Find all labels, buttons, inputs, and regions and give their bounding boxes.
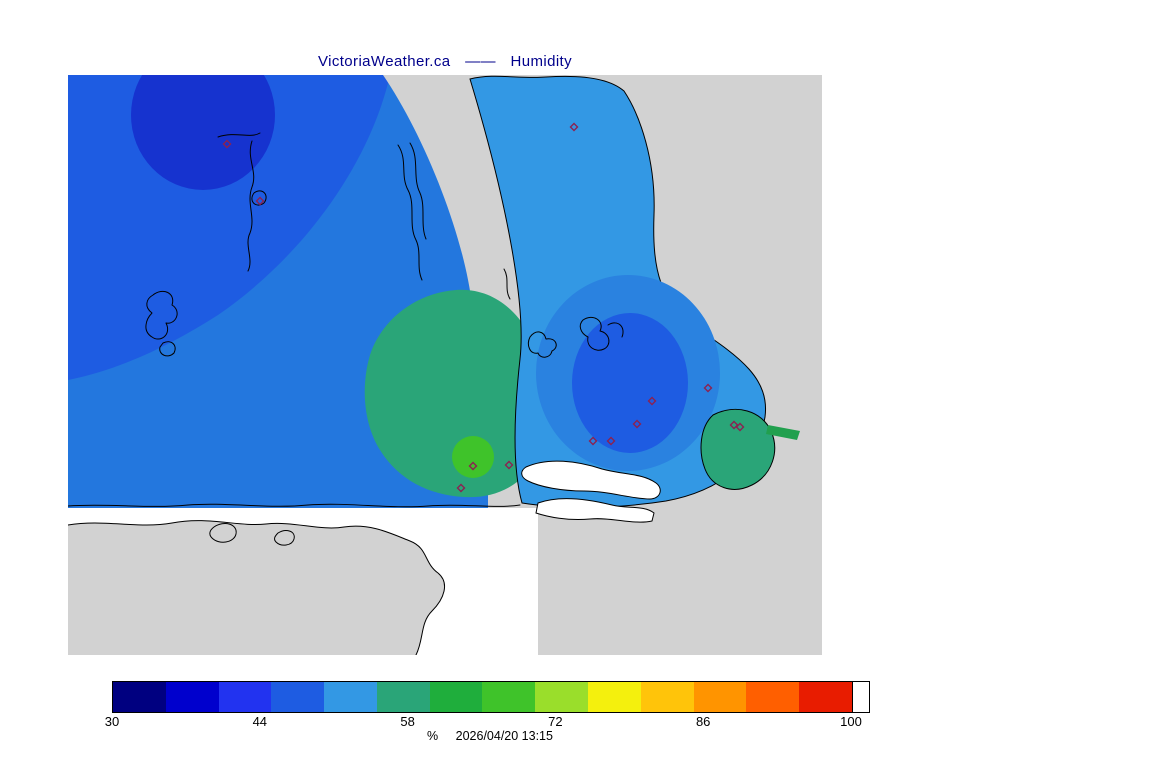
land-islet-2 (274, 530, 295, 546)
title-separator: —— (465, 53, 496, 70)
colorbar-overflow-cap (851, 682, 869, 712)
page-title: VictoriaWeather.ca —— Humidity (68, 53, 822, 70)
station-marker (632, 419, 642, 429)
colorbar-segment (588, 682, 641, 712)
coastline-inlet (397, 142, 511, 300)
humidity-map-canvas (68, 75, 822, 655)
station-marker (255, 196, 265, 206)
colorbar-tick-label: 58 (400, 714, 415, 729)
humidity-region-teal (364, 289, 547, 498)
colorbar-segment (376, 682, 430, 712)
colorbar-ticks: 30 44 58 72 86 100 (105, 714, 862, 729)
coastline-lakes (145, 290, 178, 357)
colorbar-segment (113, 682, 166, 712)
land-islet-1 (209, 523, 237, 543)
colorbar-tick-label: 100 (840, 714, 862, 729)
colorbar-caption: % 2026/04/20 13:15 (112, 729, 868, 743)
station-marker (569, 122, 579, 132)
colorbar-tick-label: 44 (252, 714, 268, 729)
colorbar-segment (218, 682, 272, 712)
metric-name: Humidity (510, 53, 573, 70)
humidity-region-islands-core (572, 313, 688, 453)
coastline-peninsula (68, 520, 446, 655)
colorbar-tick-label: 30 (104, 714, 120, 729)
station-marker (606, 436, 616, 446)
colorbar-segment (482, 682, 536, 712)
humidity-region-green (452, 436, 494, 478)
station-marker (703, 383, 713, 393)
station-marker (468, 461, 478, 471)
colorbar-tick-label: 72 (548, 714, 563, 729)
station-marker (222, 139, 232, 149)
station-marker (735, 422, 745, 432)
colorbar-segment (640, 682, 694, 712)
humidity-map (68, 75, 822, 655)
land-peninsula (68, 520, 445, 655)
colorbar-segment (165, 682, 219, 712)
coastline-sooke-basin (217, 132, 267, 272)
station-markers (222, 122, 745, 493)
colorbar-tick-label: 86 (695, 714, 711, 729)
colorbar-segment (429, 682, 483, 712)
station-marker (729, 420, 739, 430)
timestamp-label: 2026/04/20 13:15 (455, 729, 553, 743)
station-marker (588, 436, 598, 446)
site-name: VictoriaWeather.ca (317, 53, 451, 70)
humidity-region-left-low (131, 75, 275, 190)
water-channel-1 (521, 460, 661, 500)
station-marker (456, 483, 466, 493)
coastline-south-shore (68, 503, 521, 508)
colorbar-segment (324, 682, 377, 712)
colorbar-segment (271, 682, 325, 712)
water-channel-2 (535, 498, 655, 523)
colorbar-segment (693, 682, 747, 712)
colorbar-segment (746, 682, 800, 712)
coastline-islet-mid (527, 331, 557, 358)
humidity-region-east-green (766, 425, 800, 440)
unit-label: % (427, 729, 439, 743)
colorbar-segment (799, 682, 852, 712)
colorbar (112, 681, 870, 713)
station-marker (647, 396, 657, 406)
colorbar-segment (535, 682, 589, 712)
humidity-region-east-teal (700, 408, 776, 490)
station-marker (504, 460, 514, 470)
coastline-saanich (579, 316, 624, 351)
